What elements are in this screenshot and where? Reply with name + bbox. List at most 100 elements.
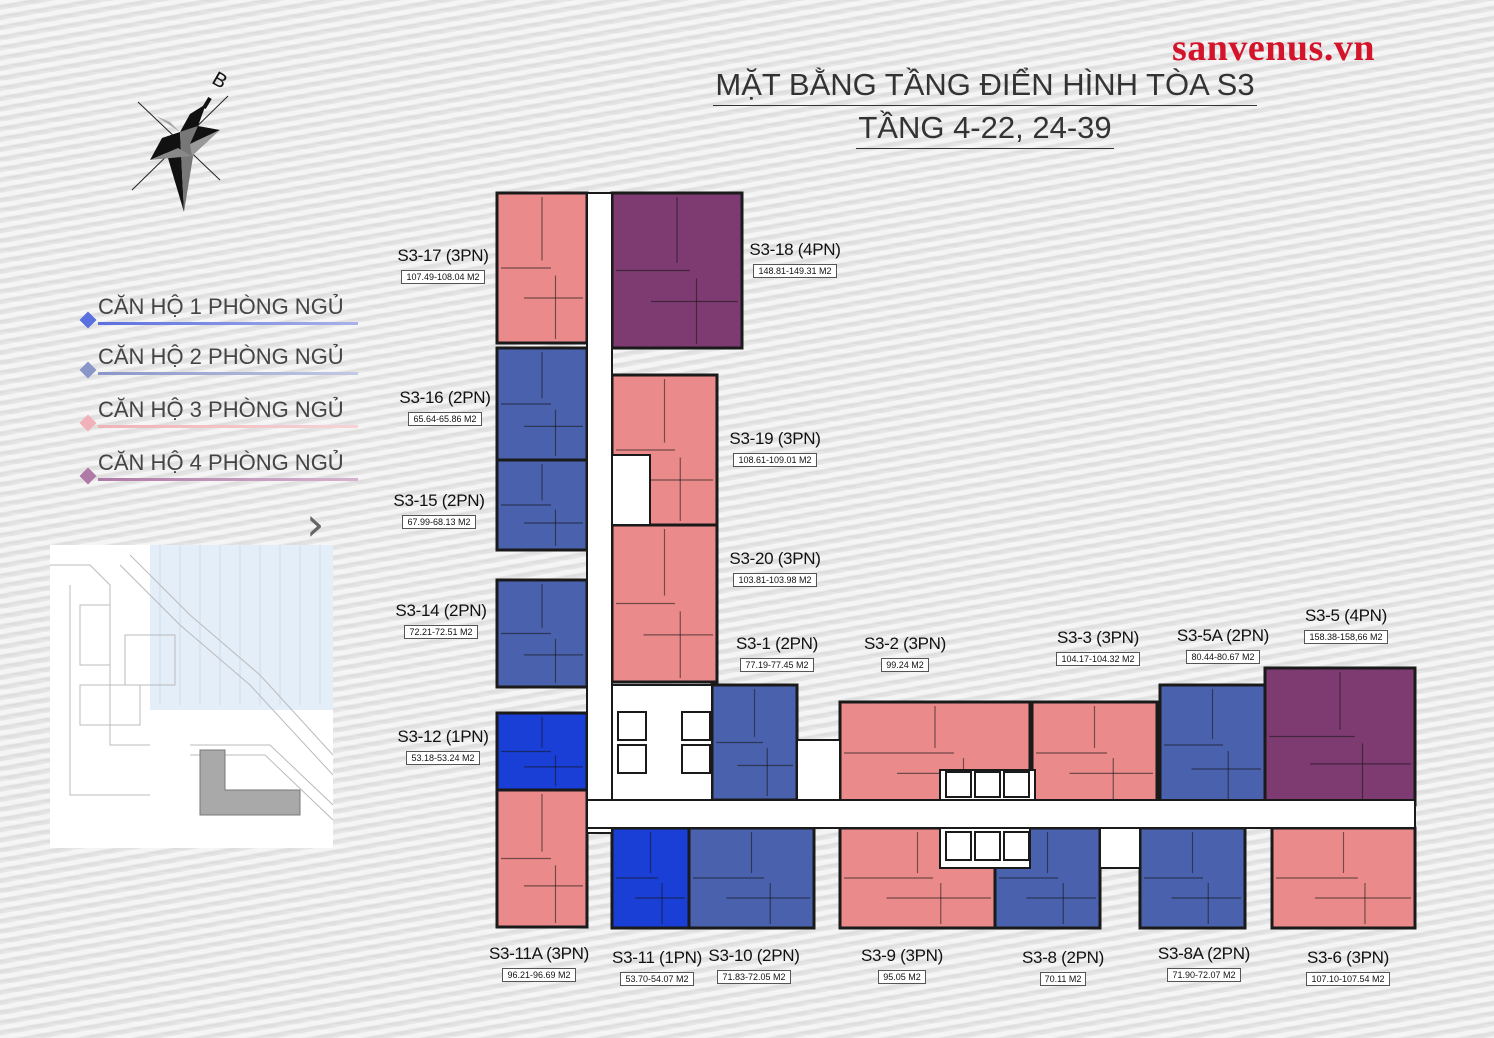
unit-label-s3-5a: S3-5A (2PN) 80.44-80.67 M2 [1163,626,1283,665]
unit-name: S3-15 (2PN) [393,491,485,510]
chevron-right-icon[interactable]: › [306,497,325,551]
partition-lines [716,689,793,796]
legend-line [98,372,358,375]
unit-area: 107.49-108.04 M2 [401,270,485,284]
unit-area: 70.11 M2 [1039,972,1087,986]
corridor-vertical [586,192,613,834]
title-line-2: TẦNG 4-22, 24-39 [856,110,1114,149]
unit-area: 95.05 M2 [878,970,926,984]
elevator-car [945,771,972,798]
partition-lines [844,832,991,924]
partition-lines [693,832,810,924]
unit-name: S3-1 (2PN) [735,634,819,653]
unit-area: 77.19-77.45 M2 [740,658,814,672]
unit-name: S3-19 (3PN) [729,429,821,448]
unit-label-s3-1: S3-1 (2PN) 77.19-77.45 M2 [717,634,837,673]
unit-name: S3-8A (2PN) [1157,944,1251,963]
unit-area: 65.64-65.86 M2 [408,412,482,426]
unit-label-s3-15: S3-15 (2PN) 67.99-68.13 M2 [379,491,499,530]
partition-lines [1164,689,1261,801]
partition-lines [501,352,583,456]
unit-area: 96.21-96.69 M2 [502,968,576,982]
unit-name: S3-17 (3PN) [397,246,489,265]
legend-line [98,425,358,428]
legend-line [98,322,358,325]
elevator-car [681,711,711,741]
partition-lines [616,832,685,924]
legend-item-1pn: CĂN HỘ 1 PHÒNG NGỦ [79,294,360,336]
site-map [50,545,334,848]
unit-name: S3-18 (4PN) [749,240,841,259]
unit-area: 53.70-54.07 M2 [620,972,694,986]
unit-area: 71.83-72.05 M2 [717,970,791,984]
stair-core-south [1099,827,1141,869]
core-layer [586,192,1416,869]
unit-name: S3-20 (3PN) [729,549,821,568]
unit-label-s3-2: S3-2 (3PN) 99.24 M2 [845,634,965,673]
unit-area: 99.24 M2 [881,658,929,672]
unit-name: S3-2 (3PN) [863,634,947,653]
elevator-car [1003,771,1030,798]
unit-area: 71.90-72.07 M2 [1167,968,1241,982]
unit-area: 53.18-53.24 M2 [406,751,480,765]
legend-label: CĂN HỘ 2 PHÒNG NGỦ [98,344,344,369]
unit-area: 107.10-107.54 M2 [1306,972,1390,986]
elevator-car [945,831,972,861]
unit-label-s3-12: S3-12 (1PN) 53.18-53.24 M2 [383,727,503,766]
partition-lines [501,197,583,339]
unit-label-s3-6: S3-6 (3PN) 107.10-107.54 M2 [1288,948,1408,987]
elevator-car [1003,831,1030,861]
partition-lines [501,584,583,683]
unit-name: S3-5 (4PN) [1304,606,1388,625]
elevator-car [974,771,1001,798]
partition-lines [1036,706,1153,800]
unit-name: S3-3 (3PN) [1056,628,1140,647]
unit-label-s3-3: S3-3 (3PN) 104.17-104.32 M2 [1038,628,1158,667]
partition-lines [1144,832,1241,924]
page-subtitle: TẦNG 4-22, 24-39 [690,110,1280,149]
unit-area: 104.17-104.32 M2 [1056,652,1140,666]
partition-lines [999,832,1096,924]
corridor-horizontal [586,799,1416,829]
legend-item-2pn: CĂN HỘ 2 PHÒNG NGỦ [79,344,360,386]
unit-label-s3-19: S3-19 (3PN) 108.61-109.01 M2 [715,429,835,468]
unit-label-s3-20: S3-20 (3PN) 103.81-103.98 M2 [715,549,835,588]
legend-item-4pn: CĂN HỘ 4 PHÒNG NGỦ [79,450,360,492]
unit-name: S3-11 (1PN) [612,948,702,967]
corridor-link [796,739,841,801]
unit-label-s3-5: S3-5 (4PN) 158.38-158,66 M2 [1286,606,1406,645]
unit-name: S3-8 (2PN) [1021,948,1105,967]
elevator-car [974,831,1001,861]
unit-area: 72.21-72.51 M2 [404,625,478,639]
elevator-car [617,711,647,741]
unit-name: S3-11A (3PN) [488,944,590,963]
partition-lines [616,379,713,521]
watermark: sanvenus.vn [1172,27,1375,69]
unit-area: 108.61-109.01 M2 [733,453,817,467]
legend-line [98,478,358,481]
partition-lines [501,464,583,546]
title-line-1: MẶT BẰNG TẦNG ĐIỂN HÌNH TÒA S3 [713,67,1257,106]
unit-label-s3-17: S3-17 (3PN) 107.49-108.04 M2 [383,246,503,285]
legend-label: CĂN HỘ 4 PHÒNG NGỦ [98,450,344,475]
legend-item-3pn: CĂN HỘ 3 PHÒNG NGỦ [79,397,360,439]
elevator-core-west [611,684,713,801]
unit-area: 103.81-103.98 M2 [733,573,817,587]
unit-name: S3-10 (2PN) [708,946,800,965]
compass-icon: B [131,68,231,212]
legend-label: CĂN HỘ 1 PHÒNG NGỦ [98,294,344,319]
unit-name: S3-5A (2PN) [1176,626,1270,645]
unit-label-s3-18: S3-18 (4PN) 148.81-149.31 M2 [735,240,855,279]
elevator-car [681,744,711,774]
unit-label-s3-10: S3-10 (2PN) 71.83-72.05 M2 [694,946,814,985]
unit-name: S3-14 (2PN) [395,601,487,620]
unit-area: 67.99-68.13 M2 [402,515,476,529]
unit-label-s3-8a: S3-8A (2PN) 71.90-72.07 M2 [1144,944,1264,983]
legend-label: CĂN HỘ 3 PHÒNG NGỦ [98,397,344,422]
partition-lines [616,197,738,344]
unit-name: S3-6 (3PN) [1306,948,1390,967]
unit-label-s3-9: S3-9 (3PN) 95.05 M2 [842,946,962,985]
partition-lines [501,794,583,923]
site-map-drawing [50,545,334,821]
